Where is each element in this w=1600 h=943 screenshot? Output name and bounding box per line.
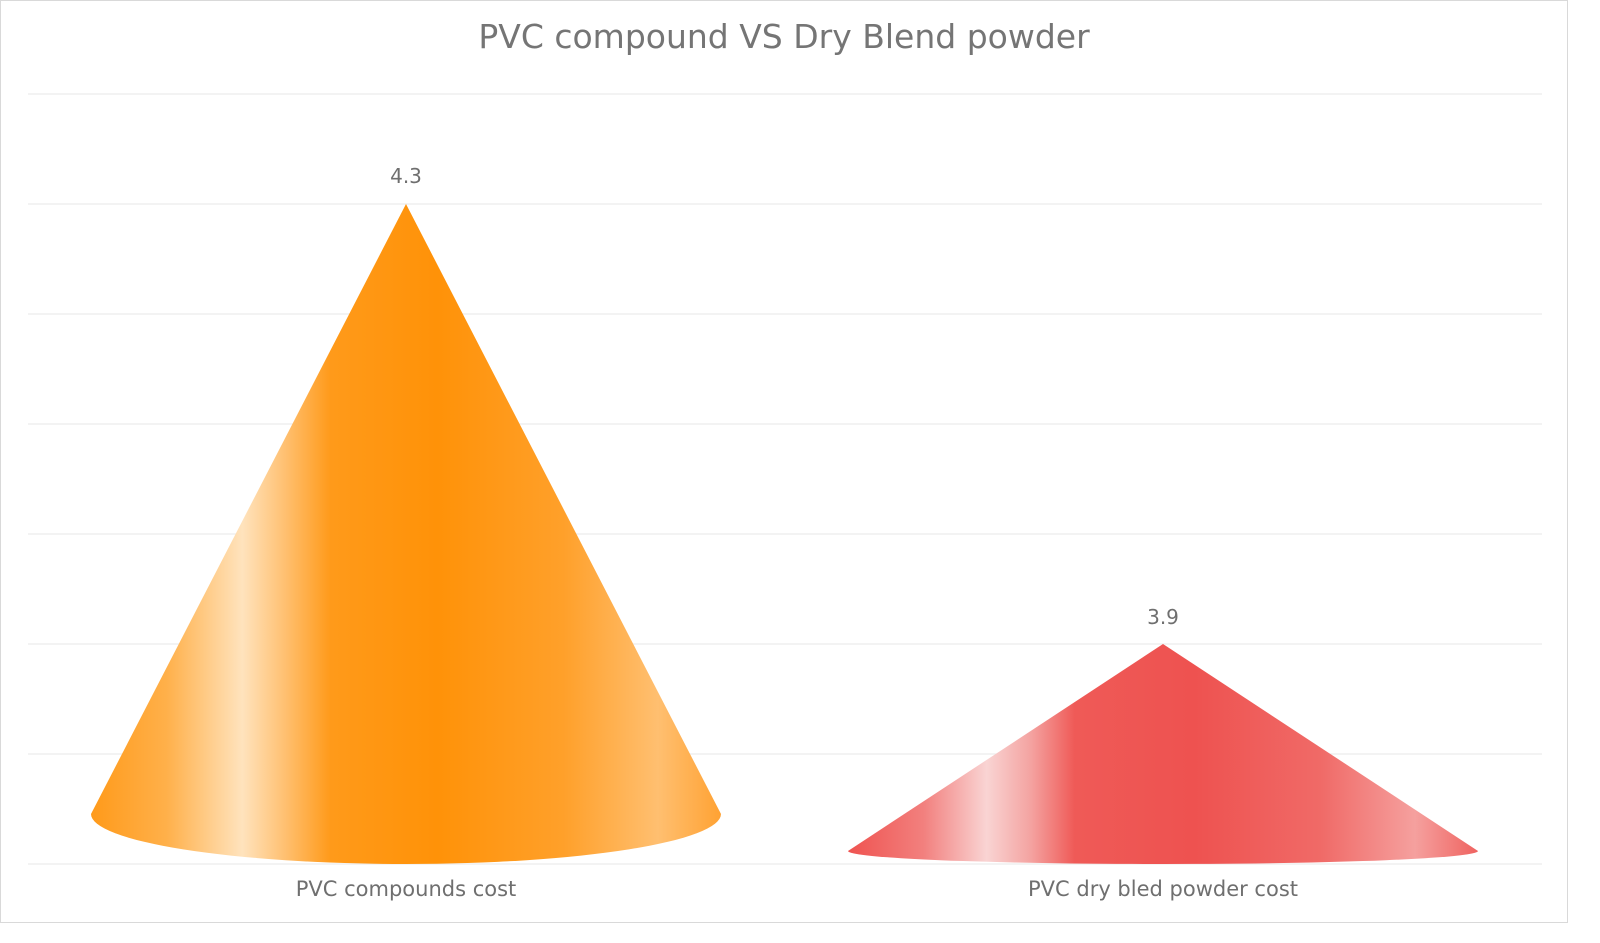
cone-bar-0 xyxy=(91,204,721,864)
chart-title: PVC compound VS Dry Blend powder xyxy=(478,17,1090,56)
plot-area xyxy=(28,93,1542,865)
x-axis-label-0: PVC compounds cost xyxy=(295,877,517,901)
data-label-1: 3.9 xyxy=(1147,605,1179,629)
cones xyxy=(91,204,1478,864)
chart-frame: PVC compound VS Dry Blend powder xyxy=(0,0,1568,923)
cone-bar-1 xyxy=(848,644,1478,864)
x-axis-label-1: PVC dry bled powder cost xyxy=(1027,877,1299,901)
data-label-0: 4.3 xyxy=(390,164,422,188)
